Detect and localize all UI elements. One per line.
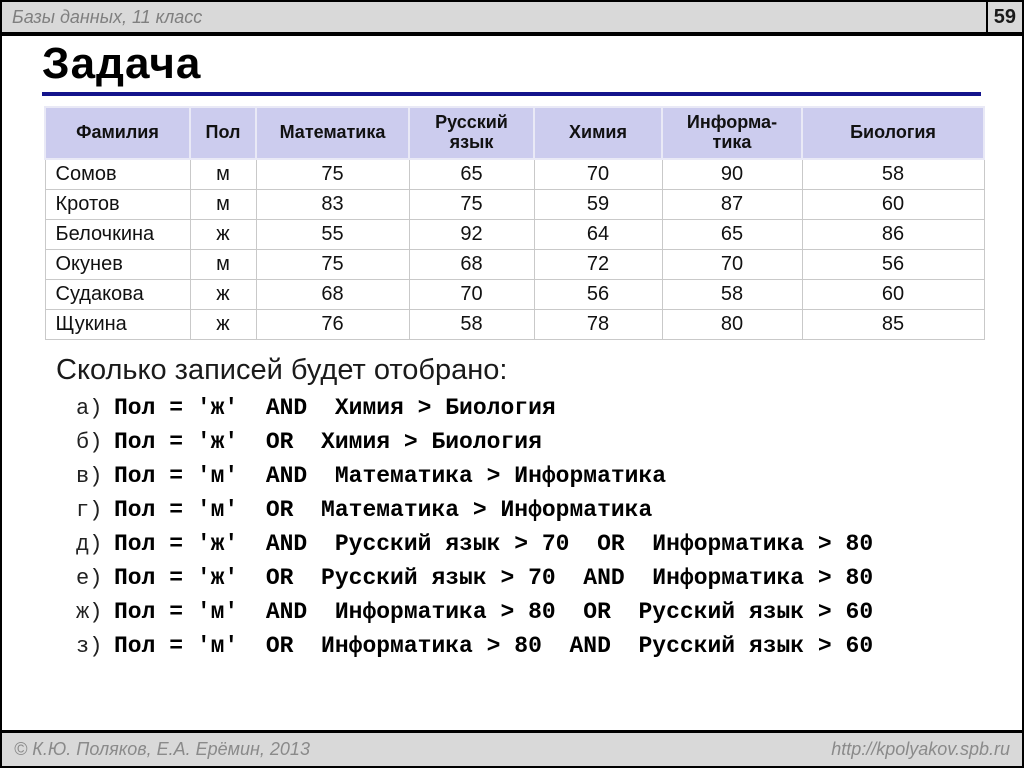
table-row: Щукина ж 76 58 78 80 85 [44, 309, 985, 340]
option-query: Пол = 'ж' AND Химия > Биология [114, 395, 556, 421]
cell-chemistry: 59 [533, 189, 663, 220]
slide-title: Задача [42, 42, 981, 96]
option-label: б) [76, 430, 103, 455]
page-number: 59 [985, 2, 1022, 32]
table-row: Кротов м 83 75 59 87 60 [44, 189, 985, 220]
column-header-chemistry: Химия [533, 106, 663, 160]
option-label: в) [76, 464, 103, 489]
cell-math: 68 [255, 279, 410, 310]
cell-chemistry: 70 [533, 158, 663, 190]
cell-biology: 58 [801, 158, 985, 190]
cell-surname: Щукина [44, 309, 191, 340]
cell-informatics: 90 [661, 158, 803, 190]
option-row-a: а) Пол = 'ж' AND Химия > Биология [76, 395, 1022, 429]
option-query: Пол = 'ж' AND Русский язык > 70 OR Инфор… [114, 531, 874, 557]
option-query: Пол = 'м' OR Математика > Информатика [114, 497, 653, 523]
option-row-d: д) Пол = 'ж' AND Русский язык > 70 OR Ин… [76, 531, 1022, 565]
option-row-g: г) Пол = 'м' OR Математика > Информатика [76, 497, 1022, 531]
cell-math: 83 [255, 189, 410, 220]
cell-sex: м [189, 189, 257, 220]
cell-surname: Белочкина [44, 219, 191, 250]
cell-informatics: 87 [661, 189, 803, 220]
footer-bar: © К.Ю. Поляков, Е.А. Ерёмин, 2013 http:/… [2, 730, 1022, 766]
option-row-zh: ж) Пол = 'м' AND Информатика > 80 OR Рус… [76, 599, 1022, 633]
cell-math: 76 [255, 309, 410, 340]
cell-biology: 86 [801, 219, 985, 250]
option-query: Пол = 'м' AND Математика > Информатика [114, 463, 667, 489]
cell-sex: ж [189, 219, 257, 250]
cell-russian: 68 [408, 249, 535, 280]
cell-surname: Кротов [44, 189, 191, 220]
cell-informatics: 80 [661, 309, 803, 340]
column-header-informatics: Информа- тика [661, 106, 803, 160]
cell-biology: 85 [801, 309, 985, 340]
cell-surname: Окунев [44, 249, 191, 280]
cell-math: 55 [255, 219, 410, 250]
cell-chemistry: 78 [533, 309, 663, 340]
cell-russian: 65 [408, 158, 535, 190]
table-row: Судакова ж 68 70 56 58 60 [44, 279, 985, 310]
option-query: Пол = 'м' OR Информатика > 80 AND Русски… [114, 633, 874, 659]
option-row-v: в) Пол = 'м' AND Математика > Информатик… [76, 463, 1022, 497]
option-label: а) [76, 396, 103, 421]
table-header-row: Фамилия Пол Математика Русский язык Хими… [44, 106, 985, 160]
table-row: Сомов м 75 65 70 90 58 [44, 158, 985, 190]
option-query: Пол = 'м' AND Информатика > 80 OR Русски… [114, 599, 874, 625]
cell-chemistry: 56 [533, 279, 663, 310]
table-row: Окунев м 75 68 72 70 56 [44, 249, 985, 280]
cell-informatics: 65 [661, 219, 803, 250]
column-header-math: Математика [255, 106, 410, 160]
cell-sex: ж [189, 309, 257, 340]
option-label: ж) [76, 600, 103, 625]
option-label: г) [76, 498, 103, 523]
option-label: з) [76, 634, 103, 659]
footer-url: http://kpolyakov.spb.ru [831, 739, 1010, 759]
question-text: Сколько записей будет отобрано: [56, 354, 508, 386]
cell-russian: 92 [408, 219, 535, 250]
cell-chemistry: 72 [533, 249, 663, 280]
option-row-b: б) Пол = 'ж' OR Химия > Биология [76, 429, 1022, 463]
table-row: Белочкина ж 55 92 64 65 86 [44, 219, 985, 250]
footer-copyright: © К.Ю. Поляков, Е.А. Ерёмин, 2013 [14, 739, 310, 759]
cell-russian: 75 [408, 189, 535, 220]
cell-surname: Сомов [44, 158, 191, 190]
cell-chemistry: 64 [533, 219, 663, 250]
option-label: д) [76, 532, 103, 557]
cell-russian: 58 [408, 309, 535, 340]
cell-informatics: 70 [661, 249, 803, 280]
cell-informatics: 58 [661, 279, 803, 310]
grades-table: Фамилия Пол Математика Русский язык Хими… [44, 106, 985, 340]
column-header-biology: Биология [801, 106, 985, 160]
cell-sex: м [189, 158, 257, 190]
option-row-e: е) Пол = 'ж' OR Русский язык > 70 AND Ин… [76, 565, 1022, 599]
option-query: Пол = 'ж' OR Химия > Биология [114, 429, 542, 455]
cell-biology: 60 [801, 189, 985, 220]
cell-biology: 60 [801, 279, 985, 310]
cell-surname: Судакова [44, 279, 191, 310]
option-query: Пол = 'ж' OR Русский язык > 70 AND Инфор… [114, 565, 874, 591]
cell-russian: 70 [408, 279, 535, 310]
options-list: а) Пол = 'ж' AND Химия > Биология б) Пол… [76, 395, 1022, 667]
cell-sex: м [189, 249, 257, 280]
cell-sex: ж [189, 279, 257, 310]
column-header-sex: Пол [189, 106, 257, 160]
top-bar: Базы данных, 11 класс 59 [2, 2, 1022, 36]
cell-math: 75 [255, 249, 410, 280]
cell-biology: 56 [801, 249, 985, 280]
option-label: е) [76, 566, 103, 591]
column-header-russian: Русский язык [408, 106, 535, 160]
cell-math: 75 [255, 158, 410, 190]
column-header-surname: Фамилия [44, 106, 191, 160]
option-row-z: з) Пол = 'м' OR Информатика > 80 AND Рус… [76, 633, 1022, 667]
course-title: Базы данных, 11 класс [12, 6, 203, 27]
